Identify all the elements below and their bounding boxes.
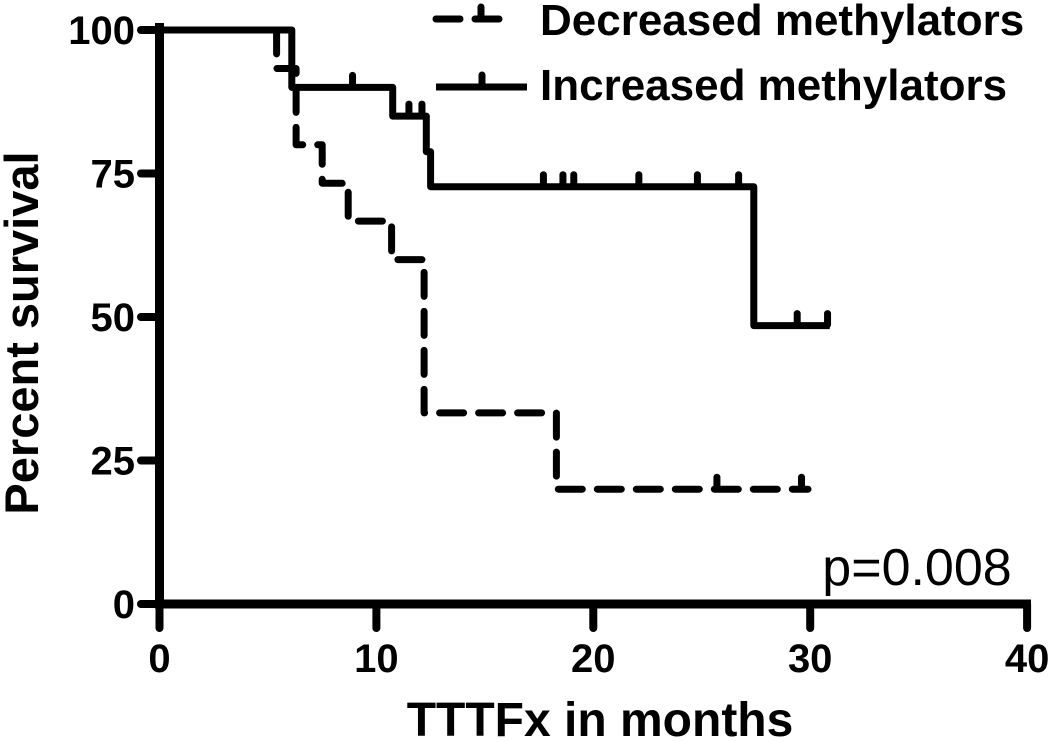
curve-increased-methylators (159, 26, 830, 330)
y-tick-label-25: 25 (91, 440, 136, 484)
axes: 0 25 50 75 100 0 10 20 30 40 (68, 9, 1049, 681)
y-tick-label-75: 75 (91, 153, 136, 197)
legend-label-decreased-methylators: Decreased methylators (540, 0, 1024, 45)
y-tick-label-100: 100 (68, 9, 135, 53)
curve-decreased-methylators (156, 26, 812, 493)
x-axis-title: TTTFx in months (407, 694, 794, 742)
p-value-annotation: p=0.008 (822, 539, 1011, 597)
x-tick-label-10: 10 (354, 637, 399, 681)
x-tick-label-30: 30 (788, 637, 833, 681)
y-tick-label-50: 50 (91, 296, 136, 340)
y-tick-label-0: 0 (113, 583, 135, 627)
y-axis-title: Percent survival (0, 151, 48, 514)
x-tick-label-20: 20 (571, 637, 616, 681)
legend-label-increased-methylators: Increased methylators (540, 61, 1007, 110)
legend-line-samples (432, 3, 527, 91)
x-tick-label-40: 40 (1005, 637, 1050, 681)
x-tick-label-0: 0 (148, 637, 170, 681)
survival-curves (156, 26, 832, 493)
